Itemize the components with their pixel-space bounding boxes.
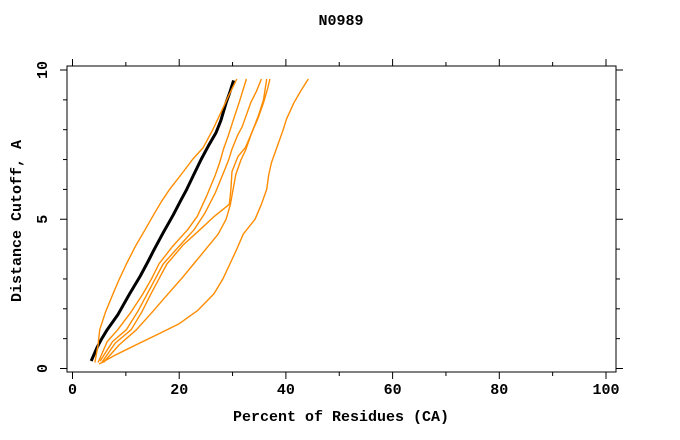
y-axis-title: Distance Cutoff, A <box>9 140 26 302</box>
plot-generated-content: 0 20 40 60 80 100 0 5 10 <box>35 59 623 399</box>
model-curve-5 <box>102 78 271 363</box>
x-tick-label-80: 80 <box>490 382 508 399</box>
plot-frame <box>66 65 617 373</box>
x-tick-label-40: 40 <box>277 382 295 399</box>
model-curve-6 <box>98 78 309 365</box>
x-tick-label-20: 20 <box>170 382 188 399</box>
reference-curve <box>89 79 236 362</box>
x-tick-label-100: 100 <box>592 382 619 399</box>
x-axis-title: Percent of Residues (CA) <box>233 409 449 426</box>
model-curve-3 <box>99 78 263 362</box>
chart-title: N0989 <box>318 13 363 30</box>
x-tick-label-60: 60 <box>384 382 402 399</box>
model-curve-1 <box>94 78 238 363</box>
y-tick-label-5: 5 <box>35 215 52 224</box>
y-tick-label-10: 10 <box>35 61 52 79</box>
x-tick-label-0: 0 <box>68 382 77 399</box>
y-tick-label-0: 0 <box>35 364 52 373</box>
model-curve-2 <box>97 78 248 363</box>
